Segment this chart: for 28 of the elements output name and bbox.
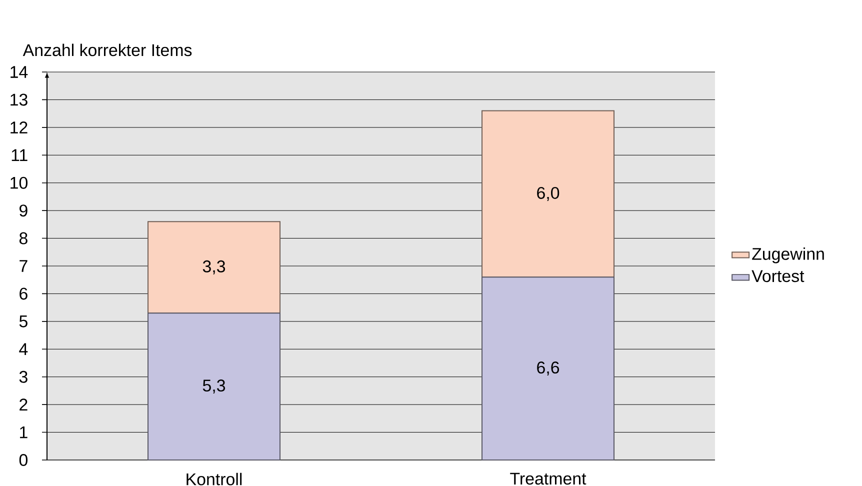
data-label: 3,3 (202, 260, 226, 274)
bar (482, 276, 615, 460)
legend-label: Vortest (752, 270, 804, 282)
x-tick-label: Treatment (510, 472, 586, 485)
bar (482, 110, 615, 278)
y-tick-label: 0 (19, 454, 28, 466)
y-tick-label: 7 (20, 260, 28, 272)
bar (148, 312, 281, 460)
y-axis-title: Anzahl korrekter Items (22, 44, 192, 56)
legend-label: Zugewinn (752, 248, 824, 264)
y-tick-label: 13 (10, 94, 28, 106)
data-label: 5,3 (202, 380, 226, 394)
y-tick-label: 4 (19, 343, 28, 355)
y-tick-label: 2 (20, 398, 28, 410)
x-tick-label: Kontroll (186, 472, 242, 486)
y-tick-label: 11 (12, 149, 28, 161)
y-tick-label: 5 (19, 316, 28, 328)
data-label: 6,6 (537, 362, 560, 376)
y-tick-label: 1 (20, 426, 28, 438)
y-tick-label: 10 (10, 176, 28, 189)
y-tick-label: 12 (10, 122, 28, 134)
y-tick-label: 9 (20, 204, 28, 217)
y-tick-label: 6 (20, 288, 28, 300)
y-tick-label: 14 (10, 66, 28, 78)
y-tick-label: 3 (19, 370, 28, 383)
bar (148, 221, 281, 314)
data-label: 6,0 (537, 186, 560, 201)
y-tick-label: 8 (19, 232, 28, 244)
